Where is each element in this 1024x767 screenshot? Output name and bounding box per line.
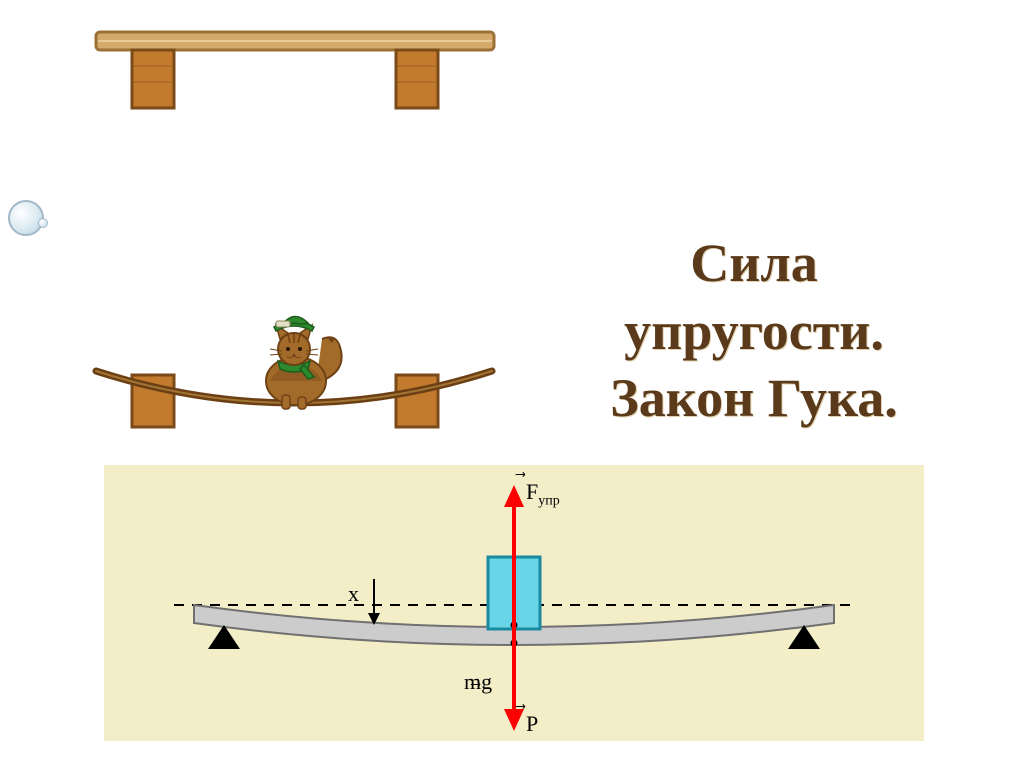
cat-plank-svg [90,275,500,445]
label-x: x [348,581,359,607]
title-line-1: Сила [690,233,817,293]
top-plank-illustration [90,18,500,118]
label-f-upr: F⃗упр [526,479,560,509]
top-plank-svg [90,18,500,118]
decor-bubble-small [38,218,48,228]
title-line-3: Закон Гука. [610,368,898,428]
title-line-2: упругости. [624,301,884,361]
label-mg: mg⃗ [464,669,492,695]
decor-bubble [8,200,44,236]
label-p: P⃗ [526,711,538,737]
cat-plank-illustration [90,275,500,445]
physics-diagram: F⃗упр x mg⃗ P⃗ [104,465,924,741]
physics-svg [104,465,924,741]
slide-title: Сила упругости. Закон Гука. [534,230,974,433]
